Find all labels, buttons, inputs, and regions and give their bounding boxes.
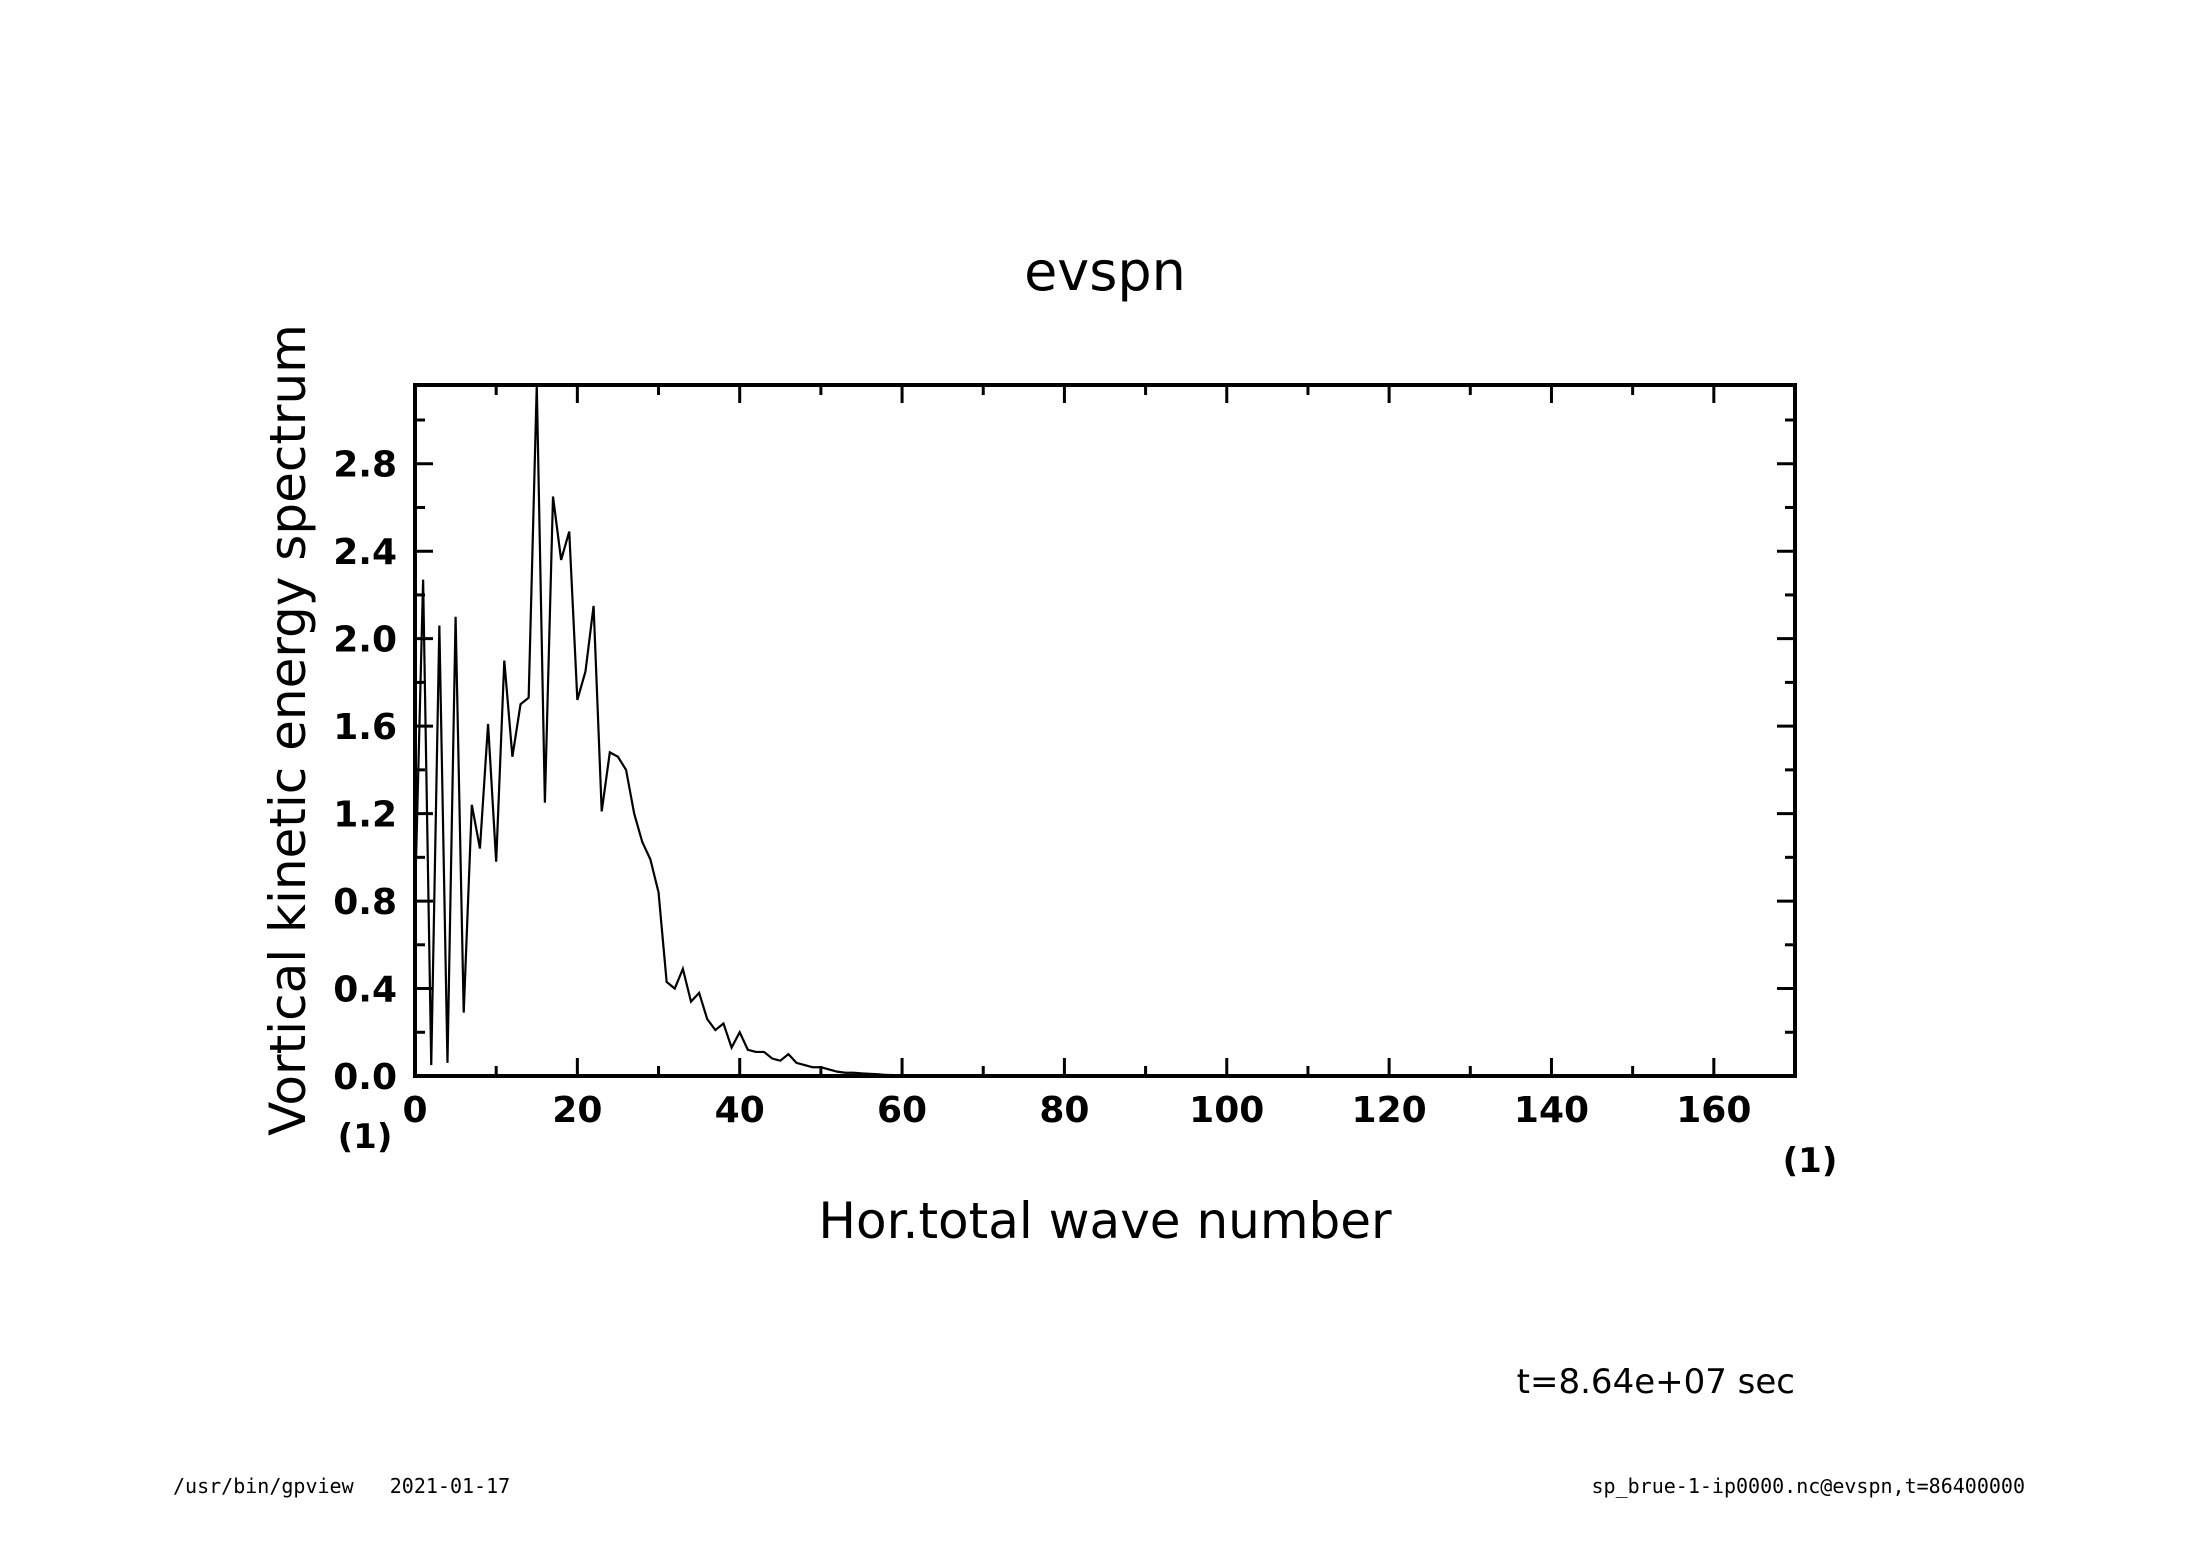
x-tick-label: 0 bbox=[402, 1090, 427, 1131]
x-tick-label: 20 bbox=[552, 1090, 602, 1131]
x-tick-label: 60 bbox=[877, 1090, 927, 1131]
y-tick-label: 1.2 bbox=[333, 795, 397, 836]
y-tick-label: 2.0 bbox=[333, 620, 397, 661]
y-unit-label: (1) bbox=[338, 1117, 393, 1157]
y-tick-label: 0.8 bbox=[333, 882, 397, 923]
footer-left: /usr/bin/gpview 2021-01-17 bbox=[173, 1474, 510, 1498]
x-tick-label: 40 bbox=[715, 1090, 765, 1131]
series-line bbox=[413, 384, 1795, 1078]
y-tick-label: 1.6 bbox=[333, 707, 397, 748]
x-tick-label: 140 bbox=[1514, 1090, 1589, 1131]
chart-title: evspn bbox=[1024, 240, 1186, 303]
x-unit-label: (1) bbox=[1783, 1141, 1838, 1181]
y-tick-label: 2.4 bbox=[333, 532, 397, 573]
footer-right: sp_brue-1-ip0000.nc@evspn,t=86400000 bbox=[1592, 1474, 2025, 1498]
y-tick-label: 0.4 bbox=[333, 970, 397, 1011]
x-tick-label: 120 bbox=[1352, 1090, 1427, 1131]
x-axis-label: Hor.total wave number bbox=[818, 1192, 1392, 1250]
y-tick-label: 0.0 bbox=[333, 1057, 397, 1098]
x-tick-label: 80 bbox=[1039, 1090, 1089, 1131]
x-tick-label: 100 bbox=[1189, 1090, 1264, 1131]
y-axis-label: Vortical kinetic energy spectrum bbox=[259, 324, 317, 1136]
time-label: t=8.64e+07 sec bbox=[1517, 1362, 1795, 1402]
x-tick-label: 160 bbox=[1676, 1090, 1751, 1131]
y-tick-label: 2.8 bbox=[333, 445, 397, 486]
